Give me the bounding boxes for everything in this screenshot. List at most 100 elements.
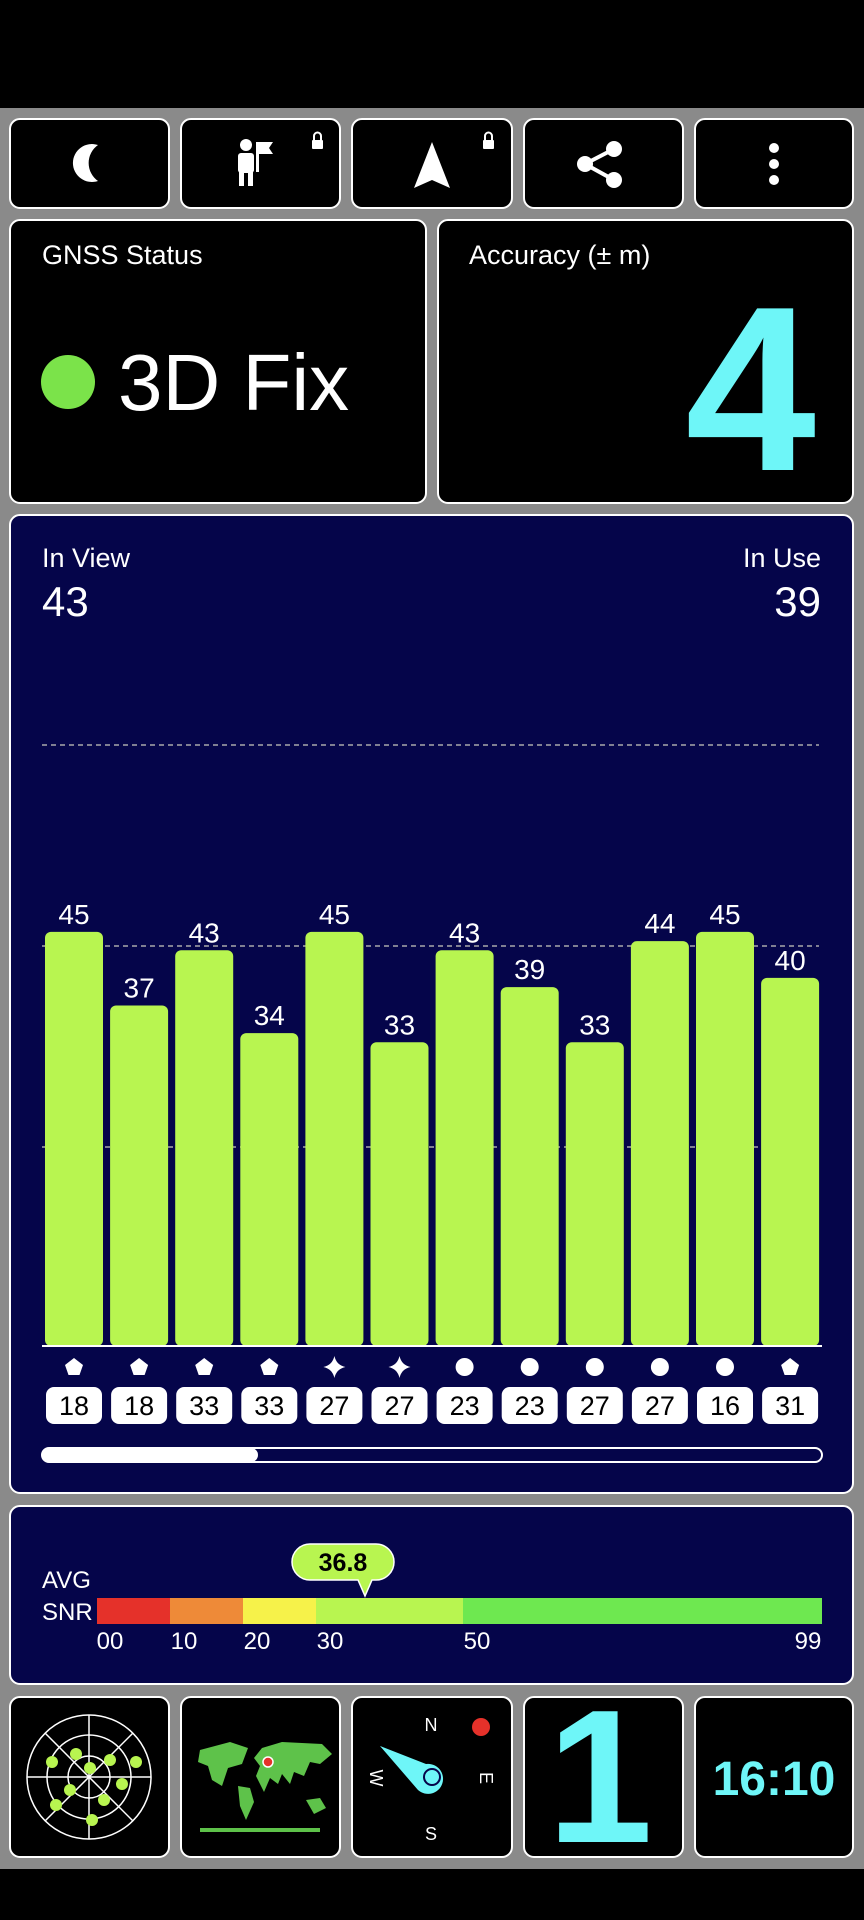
- satellite-id: 27: [645, 1391, 675, 1421]
- in-view-label: In View: [42, 543, 131, 573]
- signal-bar: [110, 1005, 169, 1346]
- satellite-id: 23: [515, 1391, 545, 1421]
- bar-value-label: 44: [644, 908, 675, 939]
- constellation-icon: [455, 1358, 474, 1376]
- compass-center: [423, 1768, 441, 1786]
- satellite-id-box: [306, 1387, 363, 1424]
- scrollbar-thumb[interactable]: [42, 1448, 258, 1462]
- satellite-id-box: [631, 1387, 688, 1424]
- bar-value-label: 45: [58, 899, 89, 930]
- share-icon: [577, 141, 622, 188]
- signal-bar: [696, 931, 754, 1346]
- compass-south: S: [425, 1824, 437, 1844]
- scale-labels: 00 10 20 30 50 99: [97, 1628, 822, 1655]
- satellite-id-box: [762, 1387, 819, 1424]
- scale-label: 50: [464, 1628, 491, 1655]
- bar-value-label: 39: [514, 954, 545, 985]
- location-marker: [262, 1756, 274, 1768]
- scale-label: 00: [97, 1628, 124, 1655]
- signal-bar: [240, 1033, 299, 1346]
- fix-count-tile[interactable]: [523, 1696, 684, 1858]
- bar-value-label: 33: [579, 1009, 610, 1040]
- avg-snr-panel: [9, 1505, 854, 1685]
- satellite-id: 27: [580, 1391, 610, 1421]
- satellite-id-box: [566, 1387, 623, 1424]
- accuracy-label: Accuracy (± m): [469, 240, 650, 270]
- constellation-icon: [195, 1358, 214, 1375]
- satellite-id: 27: [384, 1391, 414, 1421]
- in-use-label: In Use: [743, 543, 821, 573]
- satellite-id: 27: [319, 1391, 349, 1421]
- constellation-icon: [585, 1358, 604, 1376]
- avg-snr-value: 36.8: [319, 1549, 368, 1577]
- compass-north: N: [425, 1715, 438, 1735]
- satellite-id-box: [501, 1387, 558, 1424]
- signal-bar: [45, 931, 103, 1346]
- compass-west: W: [366, 1770, 386, 1787]
- navigation-icon: [414, 131, 494, 188]
- satellite-id-box: [176, 1387, 233, 1424]
- avg-snr-bubble: [291, 1543, 395, 1598]
- share-button[interactable]: [523, 118, 684, 209]
- gnss-status-label: GNSS Status: [42, 240, 203, 270]
- bar-value-label: 40: [775, 945, 806, 976]
- satellite-id-box: [371, 1387, 428, 1424]
- satellite-id: 33: [189, 1391, 219, 1421]
- satellite-id-box: [241, 1387, 298, 1424]
- constellation-icon: [388, 1356, 411, 1378]
- constellation-icon: [716, 1358, 734, 1376]
- signal-bar: [305, 931, 364, 1346]
- constellation-icon: [130, 1358, 149, 1375]
- sky-plot-satellites: [46, 1748, 142, 1826]
- bar-value-label: 43: [449, 917, 480, 948]
- satellite-id: 16: [710, 1391, 740, 1421]
- bars: 45 18 37 18 43 33 34 33 45 27 33 27 43 23 39 23 33 27 44 27…: [45, 899, 820, 1424]
- compass-needle: [380, 1746, 444, 1794]
- scale-label: 20: [244, 1628, 271, 1655]
- signal-bar: [435, 950, 494, 1346]
- bar-value-label: 33: [384, 1009, 415, 1040]
- grid: [42, 744, 819, 1148]
- satellite-id: 18: [124, 1391, 154, 1421]
- scale-segment: [170, 1598, 243, 1624]
- signal-bar: [630, 941, 689, 1346]
- constellation-icon: [650, 1358, 669, 1376]
- constellation-icon: [65, 1358, 83, 1375]
- night-mode-button[interactable]: [9, 118, 170, 209]
- fix-count: 1: [547, 1671, 653, 1883]
- bar-value-label: 43: [189, 917, 220, 948]
- profile-button[interactable]: [180, 118, 341, 209]
- gnss-status-value: 3D Fix: [118, 338, 349, 427]
- time-tile[interactable]: [694, 1696, 854, 1858]
- compass-marker: [472, 1718, 490, 1736]
- fix-indicator: [41, 355, 95, 409]
- world-map-icon: [198, 1742, 332, 1832]
- signal-bar: [761, 977, 820, 1346]
- in-view-value: 43: [42, 578, 89, 625]
- compass-east: E: [476, 1772, 496, 1784]
- signal-bar: [500, 987, 559, 1346]
- bar-value-label: 45: [709, 899, 740, 930]
- accuracy-value: 4: [685, 257, 816, 520]
- constellation-icon: [260, 1358, 279, 1375]
- constellation-icon: [323, 1356, 346, 1378]
- bar-value-label: 37: [124, 972, 155, 1003]
- avg-label: AVG: [42, 1567, 91, 1594]
- time: 16:10: [713, 1753, 836, 1806]
- signal-bar: [370, 1042, 429, 1346]
- toolbar: [9, 118, 854, 209]
- satellite-id: 33: [254, 1391, 284, 1421]
- bar-value-label: 45: [319, 899, 350, 930]
- gnss-status-panel: [9, 219, 427, 504]
- signal-bar: [565, 1042, 624, 1346]
- moon-icon: [72, 144, 98, 183]
- scale-label: 10: [171, 1628, 198, 1655]
- bar-value-label: 34: [254, 1000, 285, 1031]
- compass-letters: N S W E: [366, 1715, 496, 1844]
- scale-label: 99: [795, 1628, 822, 1655]
- scale-segment: [316, 1598, 463, 1624]
- satellite-id: 31: [775, 1391, 805, 1421]
- person-flag-icon: [238, 131, 323, 186]
